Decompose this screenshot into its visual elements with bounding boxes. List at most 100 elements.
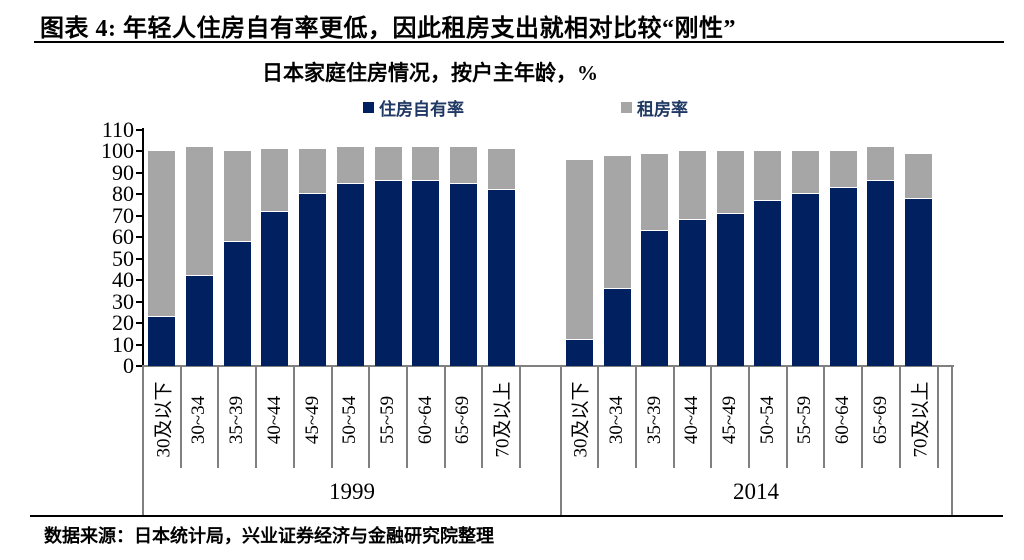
category-band-divider: [898, 374, 901, 468]
x-tick-label-text: 50~54: [339, 395, 361, 444]
y-tick-label: 20: [112, 310, 134, 336]
x-tick-label-text: 65~69: [452, 395, 474, 444]
category-band-divider: [368, 374, 371, 468]
category-band-divider: [443, 374, 446, 468]
y-axis-line: [142, 128, 144, 366]
x-tick-label-text: 45~49: [301, 395, 323, 444]
x-axis-tick: [634, 367, 637, 374]
category-band-divider: [710, 374, 713, 468]
bar-ownership-segment: [299, 194, 327, 366]
category-band-divider: [823, 374, 826, 468]
bar-ownership-segment: [223, 241, 251, 366]
bar-rent-segment: [754, 151, 782, 200]
year-band-divider: [559, 468, 562, 515]
bar-rent-segment: [412, 147, 440, 181]
x-tick-label-text: 45~49: [719, 395, 741, 444]
bar-rent-segment: [148, 151, 176, 316]
x-tick-label: 45~49: [711, 371, 749, 468]
bar-rent-segment: [223, 151, 251, 241]
group-label-1999: 1999: [329, 479, 375, 504]
bar-ownership-segment: [829, 187, 857, 366]
x-tick-label: 40~44: [674, 371, 712, 468]
bar-ownership-segment: [186, 275, 214, 366]
bar-ownership-segment: [336, 183, 364, 366]
bar-rent-segment: [678, 151, 706, 220]
x-tick-label-text: 50~54: [756, 395, 778, 444]
x-axis-tick: [861, 367, 864, 374]
x-axis-tick: [710, 367, 713, 374]
x-axis-tick: [255, 367, 258, 374]
y-tick-label: 90: [112, 159, 134, 185]
bar-rent-segment: [829, 151, 857, 187]
bar-ownership-segment: [716, 213, 744, 366]
x-tick-label: 60~64: [407, 371, 445, 468]
x-tick-label-text: 55~59: [377, 395, 399, 444]
y-axis-tick: [136, 150, 142, 153]
x-tick-label-text: 30及以下: [570, 381, 592, 458]
y-axis-tick: [136, 129, 142, 131]
category-band-divider: [255, 374, 258, 468]
bar-rent-segment: [449, 147, 477, 183]
x-tick-label-text: 60~64: [832, 395, 854, 444]
x-tick-label-text: 70及以上: [492, 381, 514, 458]
category-band-divider: [405, 374, 408, 468]
bar-ownership-segment: [754, 200, 782, 366]
legend-swatch-ownership-icon: [363, 102, 374, 113]
bar-ownership-segment: [487, 190, 515, 366]
y-tick-label: 110: [101, 117, 134, 142]
bar-ownership-segment: [641, 230, 669, 366]
x-axis-tick: [481, 367, 484, 374]
category-band-divider: [951, 374, 953, 468]
category-band-divider: [142, 374, 144, 468]
x-axis-tick: [597, 367, 600, 374]
bar-rent-segment: [792, 151, 820, 194]
bar-rent-segment: [487, 149, 515, 190]
x-tick-label-text: 65~69: [869, 395, 891, 444]
x-axis-tick: [443, 367, 446, 374]
category-band-divider: [179, 374, 182, 468]
x-axis-tick: [292, 367, 295, 374]
x-tick-label-text: 30及以下: [153, 381, 175, 458]
x-tick-label: 45~49: [294, 371, 332, 468]
y-axis-tick: [136, 279, 142, 282]
x-axis-tick: [748, 367, 750, 374]
y-tick-label: 40: [112, 267, 134, 293]
x-axis-tick: [785, 367, 788, 374]
x-tick-label-text: 35~39: [643, 395, 665, 444]
y-tick-label: 30: [112, 288, 134, 314]
x-tick-label: 55~59: [369, 371, 407, 468]
category-band-divider: [861, 374, 864, 468]
y-axis-tick: [136, 322, 142, 325]
x-tick-label-text: 70及以上: [910, 381, 932, 458]
y-axis-tick: [136, 300, 142, 303]
bar-rent-segment: [867, 147, 895, 181]
x-tick-label-text: 40~44: [263, 395, 285, 444]
x-tick-label: 30及以下: [561, 371, 599, 468]
x-axis-tick: [559, 367, 562, 374]
bar-ownership-segment: [449, 183, 477, 366]
x-axis-tick: [936, 367, 939, 374]
category-band-divider: [481, 374, 484, 468]
legend-item-rent: 租房率: [621, 95, 688, 120]
x-tick-label-text: 35~39: [226, 395, 248, 444]
x-axis-tick: [330, 367, 333, 374]
bar-rent-segment: [299, 149, 327, 194]
bar-rent-segment: [186, 147, 214, 275]
x-tick-label: 30及以下: [143, 371, 181, 468]
y-axis-tick: [136, 171, 142, 174]
bar-ownership-segment: [678, 220, 706, 366]
x-axis-tick: [179, 367, 182, 374]
x-tick-label-text: 60~64: [414, 395, 436, 444]
bar-ownership-segment: [867, 181, 895, 366]
bar-ownership-segment: [374, 181, 402, 366]
x-tick-label: 70及以上: [482, 371, 520, 468]
x-axis-tick: [823, 367, 826, 374]
group-label-2014: 2014: [733, 479, 779, 504]
x-axis-tick: [951, 367, 953, 374]
y-axis-tick: [136, 257, 142, 260]
category-band-divider: [330, 374, 333, 468]
x-tick-label: 70及以上: [900, 371, 938, 468]
y-tick-label: 100: [101, 138, 134, 164]
bar-rent-segment: [641, 153, 669, 230]
